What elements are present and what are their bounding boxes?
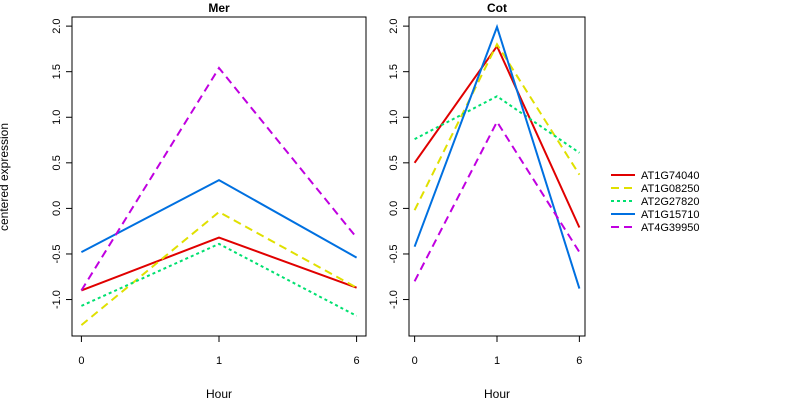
y-tick-label: -1.0: [388, 290, 400, 309]
x-tick-label: 1: [494, 355, 500, 367]
y-tick-label: 2.0: [51, 18, 63, 33]
y-tick-label: 0.5: [51, 155, 63, 170]
panel-title: Mer: [208, 1, 230, 15]
y-tick-label: 0.0: [51, 201, 63, 216]
series-line-at2g27820: [414, 95, 580, 154]
legend-label: AT1G15710: [641, 209, 700, 221]
plot-frame: [71, 16, 367, 337]
series-line-at1g15710: [80, 178, 358, 259]
panel-title: Cot: [487, 1, 507, 15]
y-tick-label: -0.5: [388, 244, 400, 263]
series-line-at1g08250: [80, 210, 358, 326]
legend-label: AT1G08250: [641, 183, 700, 195]
x-tick-label: 0: [78, 355, 84, 367]
panels: Mer -1.0 -0.5 0.0 0.5 1.0 1.5 2.0 0 1 6 Hour Cot -1.0…: [51, 1, 586, 400]
series-line-at4g39950: [413, 119, 581, 282]
x-tick-label: 1: [216, 355, 222, 367]
panel-mer: Mer -1.0 -0.5 0.0 0.5 1.0 1.5 2.0 0 1 6 Hour: [51, 1, 367, 400]
series-line-at1g15710: [413, 23, 581, 289]
y-tick-label: -0.5: [51, 244, 63, 263]
y-tick-label: 0.5: [388, 155, 400, 170]
legend-label: AT2G27820: [641, 196, 700, 208]
x-tick-label: 0: [412, 355, 418, 367]
x-tick-label: 6: [576, 355, 582, 367]
series-line-at2g27820: [80, 242, 358, 317]
plot-frame: [408, 16, 586, 337]
x-axis-title: Hour: [484, 387, 510, 400]
series-line-at1g08250: [413, 42, 581, 211]
y-tick-label: 1.0: [388, 110, 400, 125]
x-axis-title: Hour: [206, 387, 232, 400]
series-line-at1g74040: [81, 236, 357, 292]
y-tick-label: 0.0: [388, 201, 400, 216]
x-tick-label: 6: [354, 355, 360, 367]
y-tick-label: -1.0: [51, 290, 63, 309]
y-tick-label: 1.5: [388, 64, 400, 79]
panel-cot: Cot -1.0 -0.5 0.0 0.5 1.0 1.5 2.0 0 1 6 Hour: [388, 1, 586, 400]
y-tick-label: 2.0: [388, 18, 400, 33]
series-line-at4g39950: [80, 66, 358, 291]
y-tick-label: 1.0: [51, 110, 63, 125]
legend-label: AT1G74040: [641, 170, 700, 182]
y-axis-title: centered expression: [0, 123, 11, 231]
y-tick-label: 1.5: [51, 64, 63, 79]
legend: AT1G74040AT1G08250AT2G27820AT1G15710AT4G…: [611, 170, 700, 234]
legend-label: AT4G39950: [641, 222, 700, 234]
